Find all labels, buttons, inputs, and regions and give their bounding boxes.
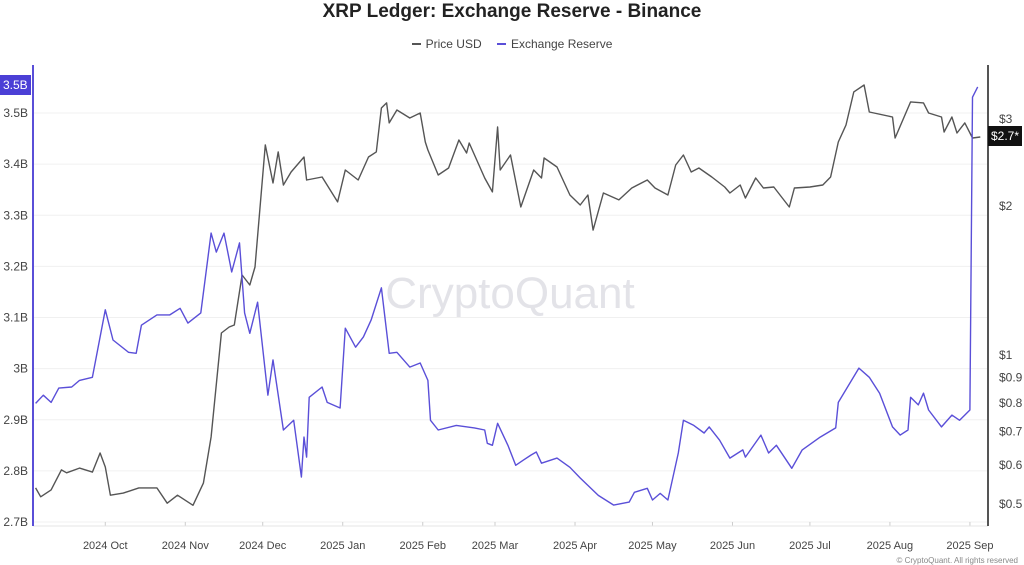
x-axis-tick-label: 2024 Oct xyxy=(83,540,128,552)
left-axis-tick-label: 2.8B xyxy=(3,464,28,478)
legend-item-price[interactable]: Price USD xyxy=(411,37,482,51)
x-axis-tick-label: 2025 Aug xyxy=(867,540,914,552)
x-axis-tick-label: 2025 Jul xyxy=(789,540,831,552)
x-axis-tick-label: 2025 Jun xyxy=(710,540,755,552)
legend-label-price: Price USD xyxy=(425,37,482,51)
right-axis-tick-label: $3 xyxy=(999,112,1013,126)
x-axis-tick-label: 2025 Apr xyxy=(553,540,597,552)
x-axis-tick-label: 2025 Mar xyxy=(472,540,519,552)
price-usd-line xyxy=(34,84,981,506)
right-axis-tick-label: $1 xyxy=(999,348,1013,362)
copyright-notice: © CryptoQuant. All rights reserved xyxy=(896,556,1019,565)
legend-swatch-reserve xyxy=(496,43,506,45)
right-axis-tick-label: $0.8 xyxy=(999,396,1023,410)
left-axis-tick-label: 2.7B xyxy=(3,515,28,529)
right-axis-tick-label: $2 xyxy=(999,199,1013,213)
current-price-tag: $2.7* xyxy=(988,126,1023,146)
x-axis-tick-label: 2025 Jan xyxy=(320,540,365,552)
left-axis-tick-label: 3.2B xyxy=(3,259,28,273)
left-axis-tick-label: 3.4B xyxy=(3,157,28,171)
x-axis-tick-label: 2024 Nov xyxy=(162,540,210,552)
left-axis-tick-label: 3.3B xyxy=(3,208,28,222)
right-axis-tick-label: $0.7 xyxy=(999,425,1023,439)
watermark: CryptoQuant xyxy=(385,269,634,318)
x-axis-tick-label: 2025 Feb xyxy=(400,540,446,552)
left-axis-tick-label: 2.9B xyxy=(3,413,28,427)
left-axis-tick-label: 3.5B xyxy=(3,106,28,120)
exchange-reserve-line xyxy=(35,86,979,506)
left-axis-tick-label: 3.1B xyxy=(3,311,28,325)
right-axis-tick-label: $0.6 xyxy=(999,458,1023,472)
left-axis-tick-label: 3B xyxy=(13,362,28,376)
x-axis-tick-label: 2024 Dec xyxy=(239,540,287,552)
right-axis-tick-label: $0.9 xyxy=(999,371,1023,385)
legend-swatch-price xyxy=(411,43,421,45)
legend: Price USD Exchange Reserve xyxy=(0,34,1024,51)
current-reserve-tag: 3.5B xyxy=(0,75,31,95)
x-axis-tick-label: 2025 May xyxy=(628,540,677,552)
legend-item-reserve[interactable]: Exchange Reserve xyxy=(496,37,613,51)
legend-label-reserve: Exchange Reserve xyxy=(510,37,613,51)
right-axis-tick-label: $0.5 xyxy=(999,497,1023,511)
x-axis-tick-label: 2025 Sep xyxy=(946,540,993,552)
chart-title: XRP Ledger: Exchange Reserve - Binance xyxy=(322,1,702,22)
